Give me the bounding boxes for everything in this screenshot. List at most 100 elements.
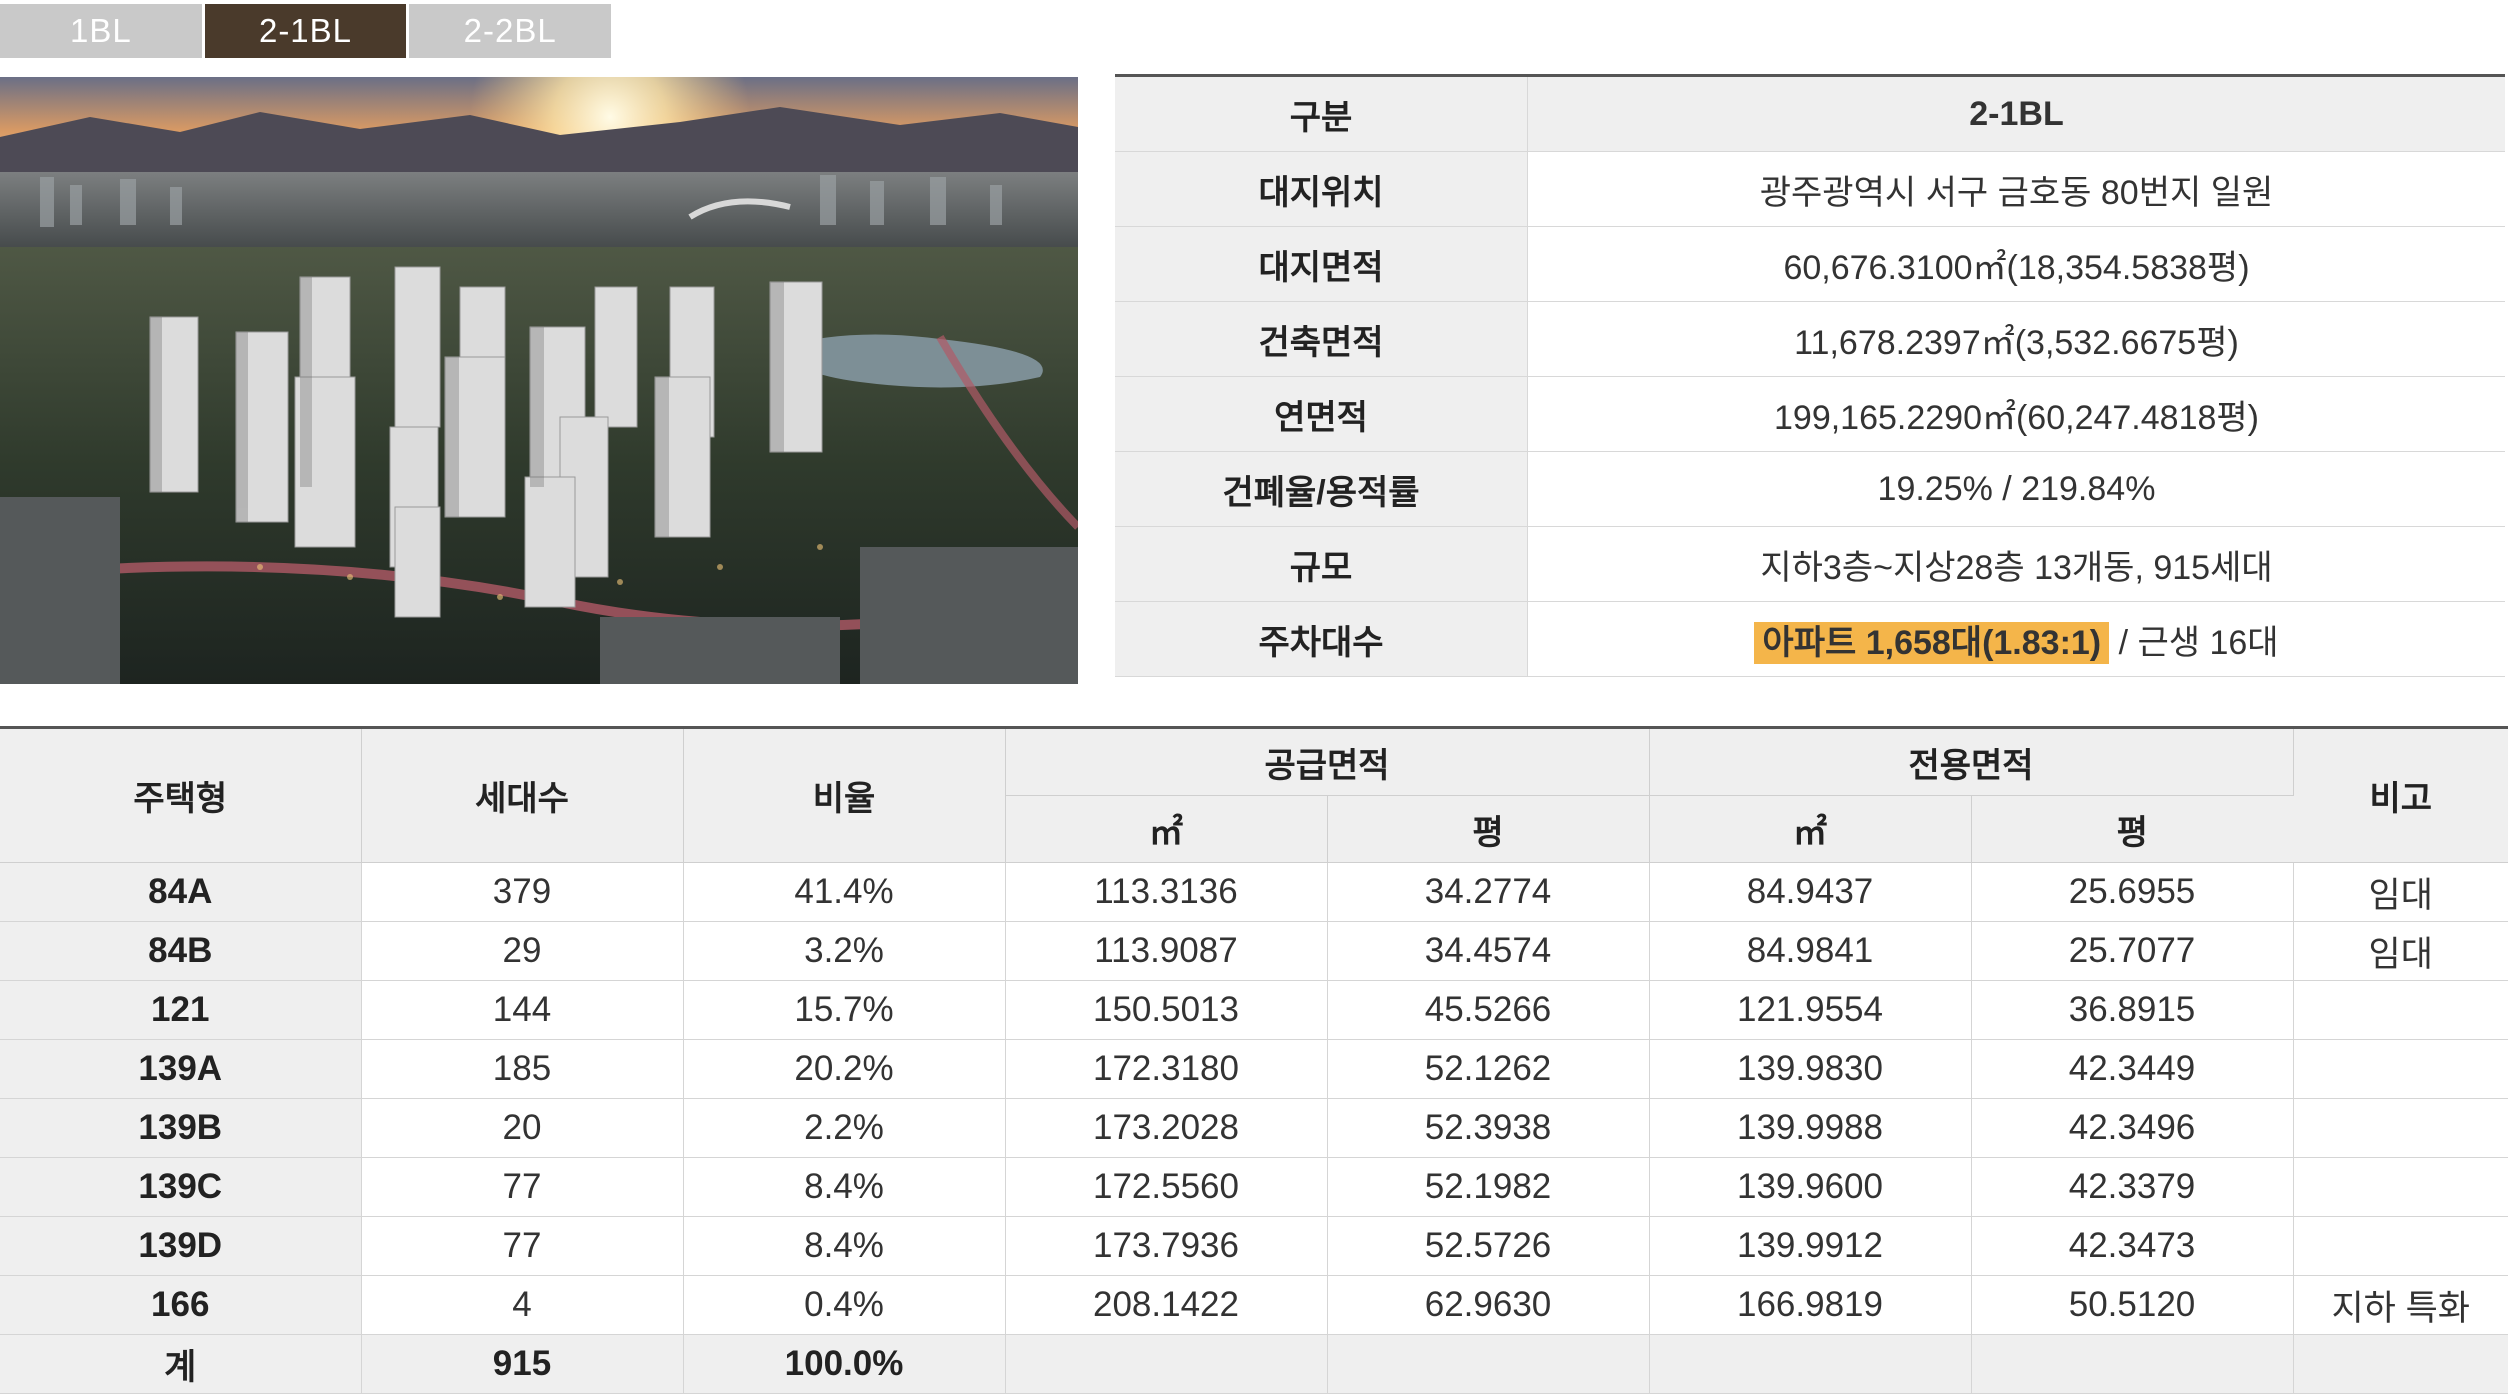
cell-type: 121 bbox=[0, 980, 362, 1040]
cell-supply-pyeong: 45.5266 bbox=[1327, 980, 1650, 1040]
table-row: 139D 77 8.4% 173.7936 52.5726 139.9912 4… bbox=[0, 1216, 2508, 1276]
site-info-table: 구분 2-1BL 대지위치 광주광역시 서구 금호동 80번지 일원 대지면적 … bbox=[1115, 74, 2505, 677]
cell-households: 185 bbox=[361, 1039, 684, 1099]
cell-exclusive-m2: 139.9600 bbox=[1649, 1157, 1972, 1217]
info-value: 19.25% / 219.84% bbox=[1527, 451, 2505, 527]
table-row: 139B 20 2.2% 173.2028 52.3938 139.9988 4… bbox=[0, 1098, 2508, 1158]
info-row-location: 대지위치 광주광역시 서구 금호동 80번지 일원 bbox=[1115, 151, 2505, 227]
cell-empty bbox=[1005, 1334, 1328, 1394]
cell-exclusive-pyeong: 42.3496 bbox=[1971, 1098, 2294, 1158]
cell-exclusive-m2: 84.9841 bbox=[1649, 921, 1972, 981]
cell-supply-m2: 150.5013 bbox=[1005, 980, 1328, 1040]
cell-supply-pyeong: 52.1262 bbox=[1327, 1039, 1650, 1099]
info-value: 199,165.2290㎡(60,247.4818평) bbox=[1527, 376, 2505, 452]
cell-supply-pyeong: 62.9630 bbox=[1327, 1275, 1650, 1335]
cell-ratio: 15.7% bbox=[683, 980, 1006, 1040]
cell-supply-m2: 172.3180 bbox=[1005, 1039, 1328, 1099]
cell-exclusive-pyeong: 42.3449 bbox=[1971, 1039, 2294, 1099]
header-type: 주택형 bbox=[0, 727, 362, 863]
info-row-category: 구분 2-1BL bbox=[1115, 75, 2505, 152]
parking-highlight: 아파트 1,658대(1.83:1) bbox=[1754, 621, 2110, 664]
cell-note bbox=[2293, 1098, 2508, 1158]
info-label: 건축면적 bbox=[1115, 301, 1528, 377]
cell-type: 84A bbox=[0, 862, 362, 922]
unit-type-table: 주택형 세대수 비율 공급면적 전용면적 비고 ㎡ 평 ㎡ 평 84A 379 … bbox=[0, 726, 2508, 1394]
cell-supply-m2: 173.2028 bbox=[1005, 1098, 1328, 1158]
info-value: 광주광역시 서구 금호동 80번지 일원 bbox=[1527, 151, 2505, 227]
table-row: 84B 29 3.2% 113.9087 34.4574 84.9841 25.… bbox=[0, 921, 2508, 981]
cell-note: 지하 특화 bbox=[2293, 1275, 2508, 1335]
tab-2-1bl[interactable]: 2-1BL bbox=[204, 4, 407, 58]
info-label: 연면적 bbox=[1115, 376, 1528, 452]
info-row-gross-area: 연면적 199,165.2290㎡(60,247.4818평) bbox=[1115, 376, 2505, 452]
cell-supply-pyeong: 52.1982 bbox=[1327, 1157, 1650, 1217]
tab-1bl[interactable]: 1BL bbox=[0, 4, 202, 58]
info-label: 구분 bbox=[1115, 75, 1528, 152]
cell-note bbox=[2293, 1157, 2508, 1217]
cell-exclusive-pyeong: 50.5120 bbox=[1971, 1275, 2294, 1335]
cell-households: 77 bbox=[361, 1216, 684, 1276]
cell-ratio: 8.4% bbox=[683, 1157, 1006, 1217]
table-row: 84A 379 41.4% 113.3136 34.2774 84.9437 2… bbox=[0, 862, 2508, 922]
header-ratio: 비율 bbox=[683, 727, 1006, 863]
cell-households: 144 bbox=[361, 980, 684, 1040]
cell-exclusive-m2: 84.9437 bbox=[1649, 862, 1972, 922]
cell-ratio: 2.2% bbox=[683, 1098, 1006, 1158]
cell-total-label: 계 bbox=[0, 1334, 362, 1394]
cell-type: 84B bbox=[0, 921, 362, 981]
cell-ratio: 8.4% bbox=[683, 1216, 1006, 1276]
aerial-rendering-image bbox=[0, 77, 1078, 684]
cell-exclusive-pyeong: 36.8915 bbox=[1971, 980, 2294, 1040]
table-row: 121 144 15.7% 150.5013 45.5266 121.9554 … bbox=[0, 980, 2508, 1040]
cell-empty bbox=[1649, 1334, 1972, 1394]
cell-note: 임대 bbox=[2293, 862, 2508, 922]
cell-ratio: 3.2% bbox=[683, 921, 1006, 981]
cell-note: 임대 bbox=[2293, 921, 2508, 981]
cell-note bbox=[2293, 1039, 2508, 1099]
info-value: 2-1BL bbox=[1527, 75, 2505, 152]
info-label: 대지면적 bbox=[1115, 226, 1528, 302]
cell-supply-m2: 172.5560 bbox=[1005, 1157, 1328, 1217]
cell-total-ratio: 100.0% bbox=[683, 1334, 1006, 1394]
cell-supply-m2: 113.3136 bbox=[1005, 862, 1328, 922]
cell-ratio: 41.4% bbox=[683, 862, 1006, 922]
header-households: 세대수 bbox=[361, 727, 684, 863]
cell-note bbox=[2293, 980, 2508, 1040]
cell-exclusive-m2: 121.9554 bbox=[1649, 980, 1972, 1040]
header-exclusive-m2: ㎡ bbox=[1649, 795, 1972, 863]
header-exclusive-area: 전용면적 bbox=[1649, 727, 2294, 796]
cell-type: 139C bbox=[0, 1157, 362, 1217]
cell-note bbox=[2293, 1216, 2508, 1276]
tab-2-2bl[interactable]: 2-2BL bbox=[409, 4, 612, 58]
cell-supply-pyeong: 52.3938 bbox=[1327, 1098, 1650, 1158]
header-supply-pyeong: 평 bbox=[1327, 795, 1650, 863]
header-supply-m2: ㎡ bbox=[1005, 795, 1328, 863]
cell-exclusive-pyeong: 42.3473 bbox=[1971, 1216, 2294, 1276]
header-exclusive-pyeong: 평 bbox=[1971, 795, 2293, 863]
info-label: 대지위치 bbox=[1115, 151, 1528, 227]
cell-supply-m2: 208.1422 bbox=[1005, 1275, 1328, 1335]
cell-ratio: 0.4% bbox=[683, 1275, 1006, 1335]
cell-exclusive-m2: 139.9830 bbox=[1649, 1039, 1972, 1099]
info-row-coverage-ratio: 건폐율/용적률 19.25% / 219.84% bbox=[1115, 451, 2505, 527]
table-row: 139C 77 8.4% 172.5560 52.1982 139.9600 4… bbox=[0, 1157, 2508, 1217]
block-tabs: 1BL 2-1BL 2-2BL bbox=[0, 4, 614, 58]
info-row-scale: 규모 지하3층~지상28층 13개동, 915세대 bbox=[1115, 526, 2505, 602]
info-label: 건폐율/용적률 bbox=[1115, 451, 1528, 527]
cell-exclusive-pyeong: 25.7077 bbox=[1971, 921, 2294, 981]
cell-supply-m2: 173.7936 bbox=[1005, 1216, 1328, 1276]
table-total-row: 계 915 100.0% bbox=[0, 1334, 2508, 1394]
cell-type: 139D bbox=[0, 1216, 362, 1276]
cell-type: 139A bbox=[0, 1039, 362, 1099]
table-row: 166 4 0.4% 208.1422 62.9630 166.9819 50.… bbox=[0, 1275, 2508, 1335]
info-label: 주차대수 bbox=[1115, 601, 1528, 677]
cell-empty bbox=[2293, 1334, 2508, 1394]
info-value: 11,678.2397㎡(3,532.6675평) bbox=[1527, 301, 2505, 377]
cell-households: 4 bbox=[361, 1275, 684, 1335]
info-row-parking: 주차대수 아파트 1,658대(1.83:1) / 근생 16대 bbox=[1115, 601, 2505, 677]
cell-households: 29 bbox=[361, 921, 684, 981]
cell-households: 20 bbox=[361, 1098, 684, 1158]
cell-exclusive-m2: 166.9819 bbox=[1649, 1275, 1972, 1335]
cell-type: 139B bbox=[0, 1098, 362, 1158]
cell-exclusive-pyeong: 42.3379 bbox=[1971, 1157, 2294, 1217]
